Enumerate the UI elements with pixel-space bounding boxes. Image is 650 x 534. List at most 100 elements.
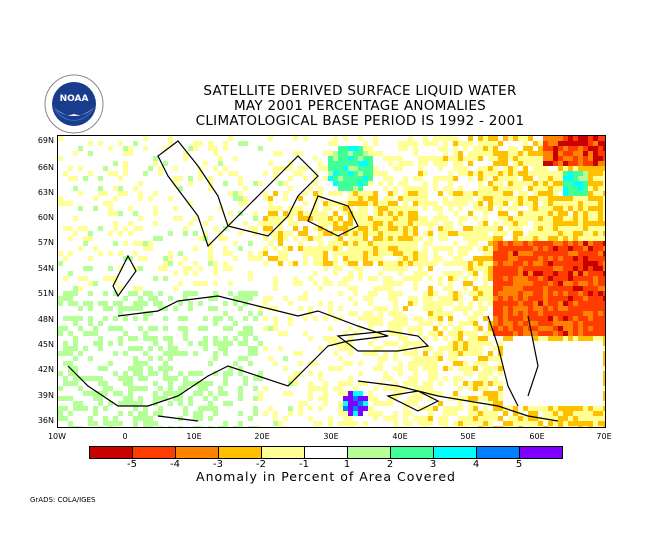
anomaly-cell [448,171,453,176]
anomaly-cell [458,206,463,211]
anomaly-cell [413,371,418,376]
anomaly-cell [543,191,548,196]
anomaly-cell [353,396,358,401]
anomaly-cell [458,351,463,356]
anomaly-cell [483,376,488,381]
anomaly-cell [298,241,303,246]
anomaly-cell [243,376,248,381]
anomaly-cell [158,301,163,306]
anomaly-cell [328,421,333,426]
anomaly-cell [578,331,583,336]
anomaly-cell [403,321,408,326]
anomaly-cell [578,201,583,206]
anomaly-cell [603,426,605,427]
anomaly-cell [563,216,568,221]
anomaly-cell [498,401,503,406]
anomaly-cell [448,226,453,231]
lon-label: 20E [254,432,270,441]
anomaly-cell [298,211,303,216]
anomaly-cell [518,201,523,206]
anomaly-cell [528,161,533,166]
anomaly-cell [288,261,293,266]
anomaly-cell [563,231,568,236]
anomaly-cell [148,311,153,316]
anomaly-cell [493,311,498,316]
anomaly-cell [483,296,488,301]
anomaly-cell [548,241,553,246]
anomaly-cell [353,301,358,306]
anomaly-cell [253,376,258,381]
anomaly-cell [263,196,268,201]
anomaly-cell [538,211,543,216]
anomaly-cell [463,361,468,366]
anomaly-cell [403,161,408,166]
anomaly-cell [533,161,538,166]
anomaly-cell [453,291,458,296]
anomaly-cell [128,306,133,311]
anomaly-cell [148,291,153,296]
anomaly-cell [393,221,398,226]
anomaly-cell [208,391,213,396]
colorbar-label: 3 [429,459,437,470]
anomaly-cell [118,231,123,236]
anomaly-cell [323,251,328,256]
anomaly-cell [348,151,353,156]
anomaly-cell [503,336,508,341]
anomaly-cell [358,251,363,256]
anomaly-cell [133,186,138,191]
anomaly-cell [188,301,193,306]
anomaly-cell [258,256,263,261]
anomaly-cell [498,186,503,191]
anomaly-cell [548,326,553,331]
anomaly-cell [63,376,68,381]
anomaly-cell [103,306,108,311]
anomaly-cell [373,386,378,391]
anomaly-cell [488,401,493,406]
anomaly-cell [493,286,498,291]
anomaly-cell [493,406,498,411]
anomaly-cell [423,171,428,176]
anomaly-cell [73,336,78,341]
anomaly-cell [138,226,143,231]
anomaly-cell [163,146,168,151]
anomaly-cell [373,401,378,406]
anomaly-cell [333,176,338,181]
anomaly-cell [478,361,483,366]
anomaly-cell [363,406,368,411]
anomaly-cell [503,326,508,331]
anomaly-cell [263,326,268,331]
anomaly-cell [468,136,473,141]
anomaly-cell [118,421,123,426]
anomaly-cell [478,186,483,191]
anomaly-cell [168,196,173,201]
anomaly-cell [383,266,388,271]
anomaly-cell [578,276,583,281]
anomaly-cell [498,231,503,236]
anomaly-cell [408,141,413,146]
anomaly-cell [348,351,353,356]
anomaly-cell [443,146,448,151]
anomaly-cell [193,246,198,251]
anomaly-cell [228,266,233,271]
anomaly-cell [398,146,403,151]
anomaly-cell [143,421,148,426]
anomaly-cell [603,251,605,256]
anomaly-cell [498,241,503,246]
anomaly-cell [528,286,533,291]
anomaly-cell [598,141,603,146]
anomaly-cell [428,141,433,146]
anomaly-cell [388,331,393,336]
anomaly-cell [413,416,418,421]
anomaly-cell [238,386,243,391]
anomaly-cell [603,216,605,221]
anomaly-cell [403,276,408,281]
anomaly-cell [558,201,563,206]
anomaly-cell [398,156,403,161]
anomaly-cell [78,401,83,406]
anomaly-cell [203,231,208,236]
anomaly-cell [438,226,443,231]
anomaly-cell [433,366,438,371]
anomaly-cell [458,191,463,196]
anomaly-cell [408,296,413,301]
anomaly-cell [388,416,393,421]
